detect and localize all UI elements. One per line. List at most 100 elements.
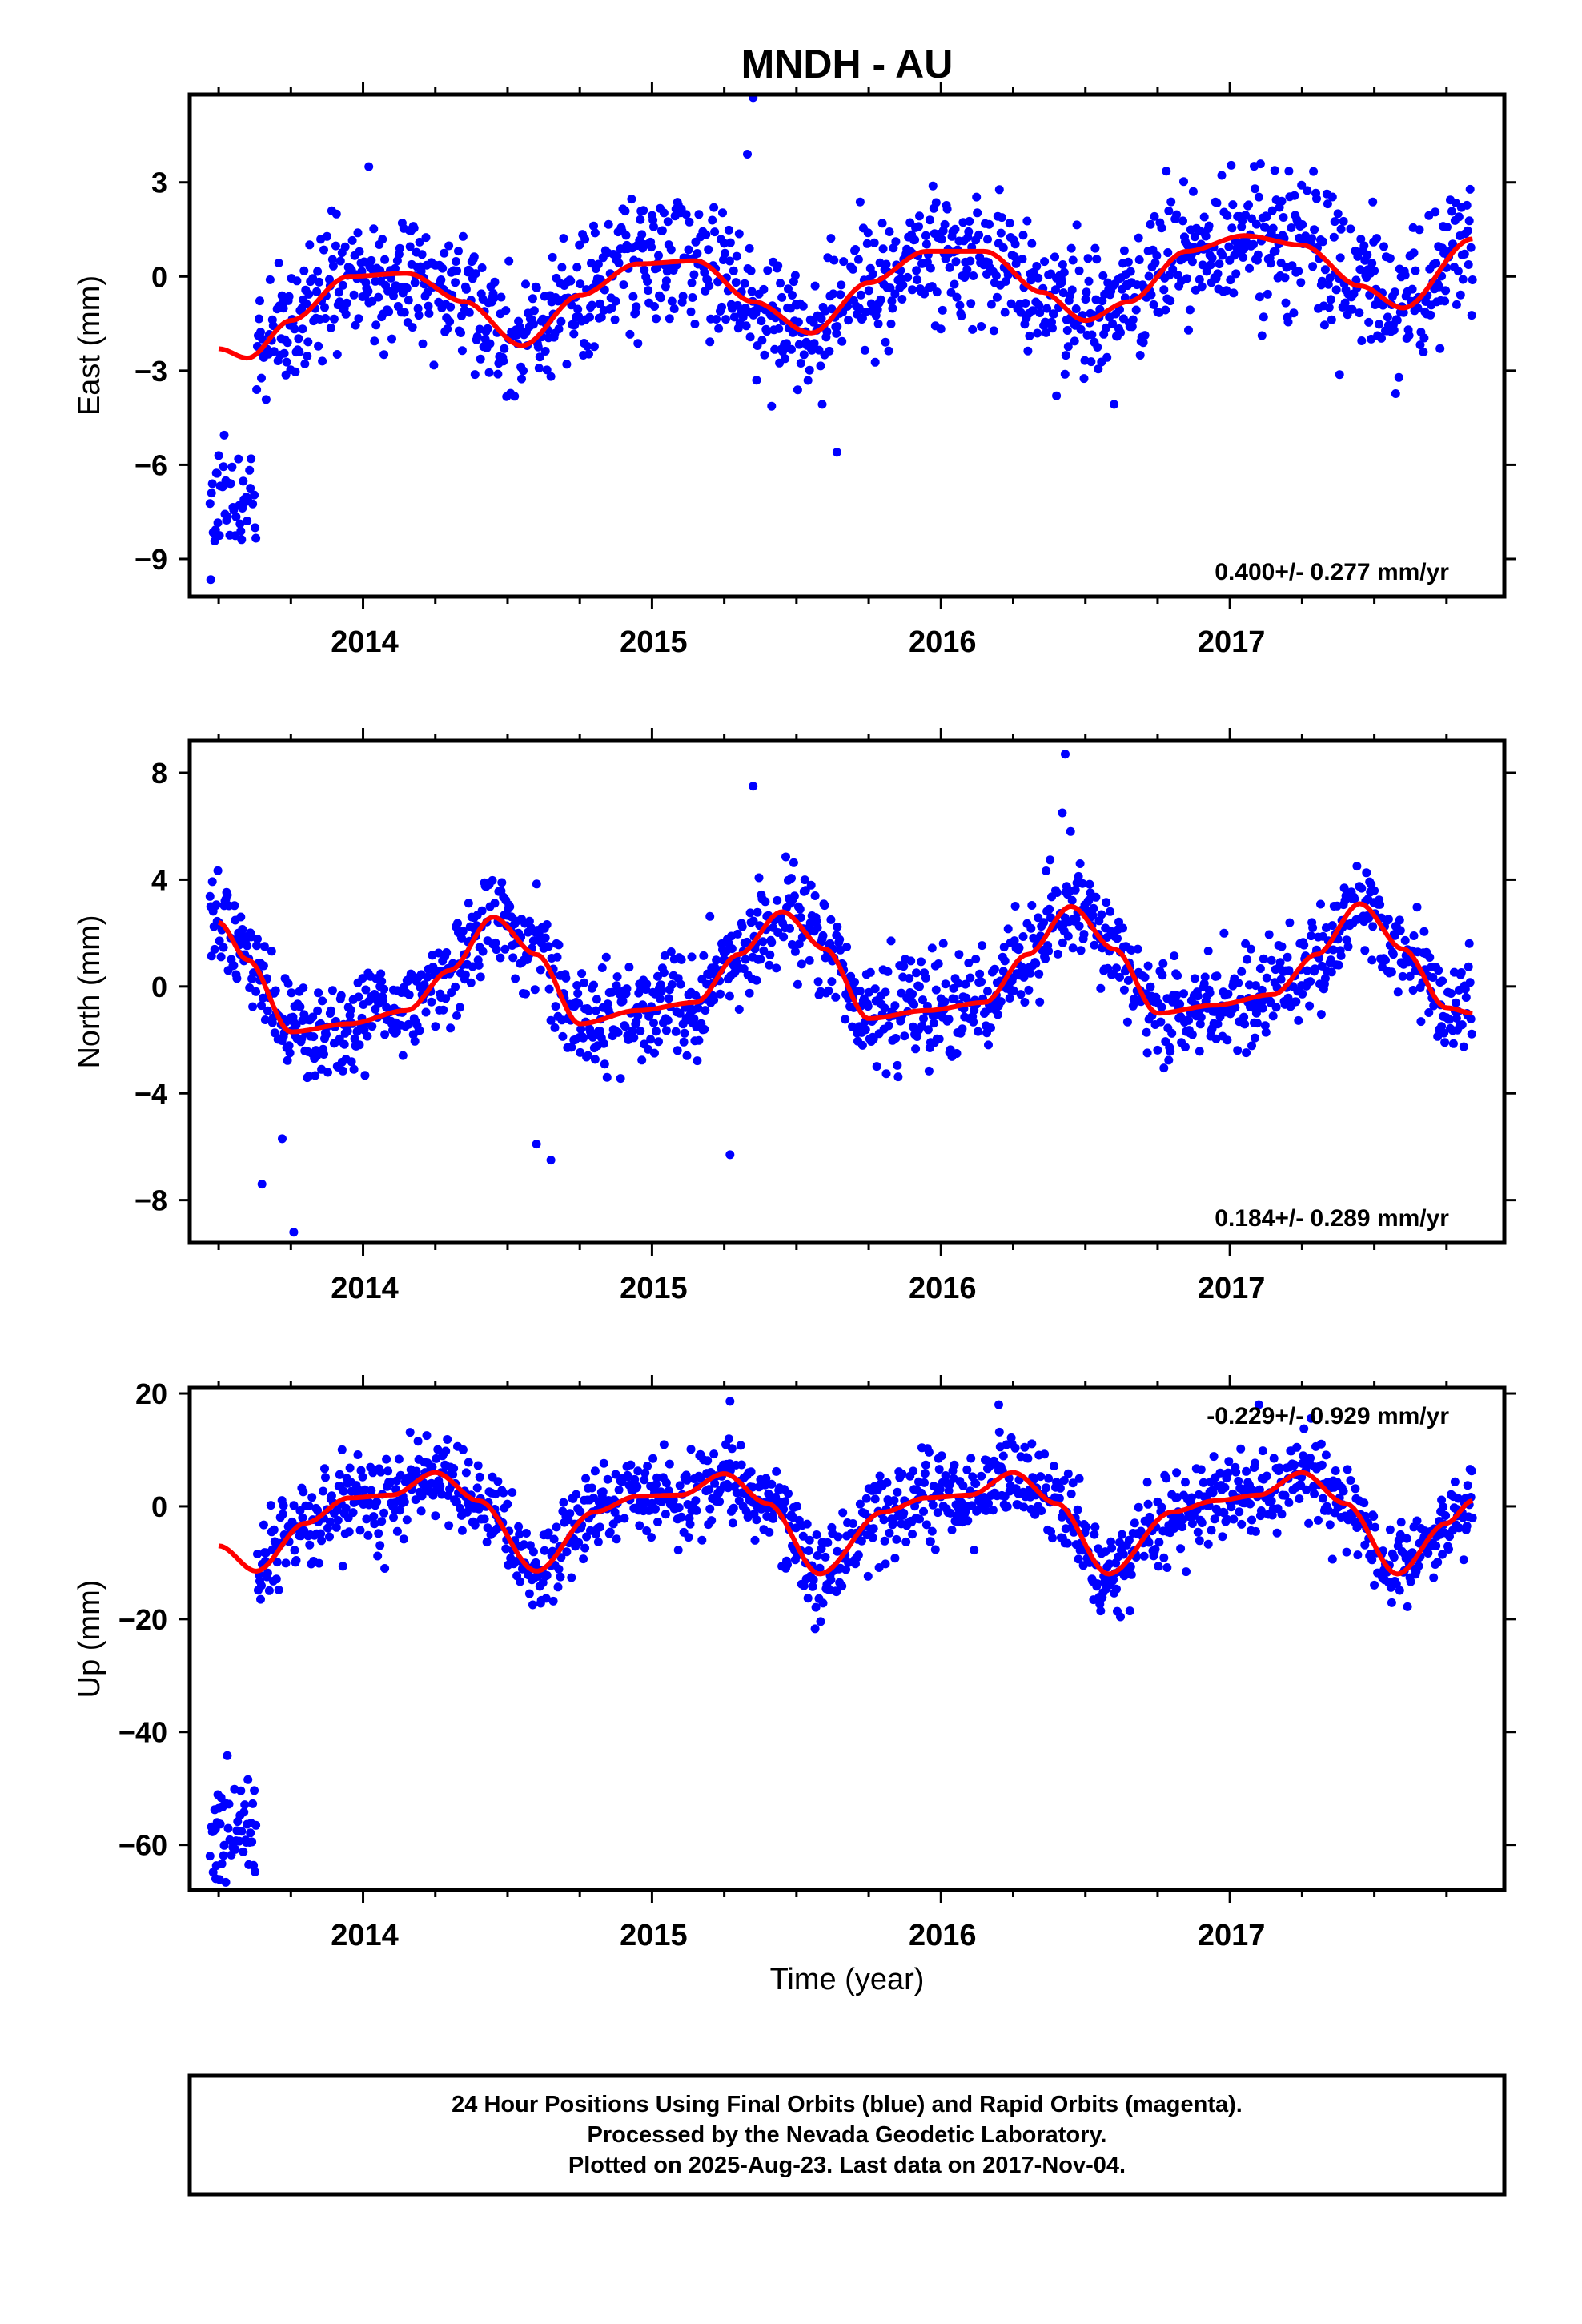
data-point — [219, 1840, 229, 1850]
data-point — [1251, 184, 1259, 194]
data-point — [320, 1464, 329, 1474]
data-point — [546, 1015, 556, 1025]
data-point — [1163, 248, 1173, 257]
data-point — [602, 1072, 612, 1082]
data-point — [966, 973, 975, 983]
data-point — [855, 197, 865, 207]
data-point — [693, 1003, 703, 1013]
data-point — [1198, 260, 1207, 270]
data-point — [253, 1550, 262, 1558]
data-point — [292, 276, 302, 286]
data-point — [977, 977, 986, 987]
data-point — [986, 300, 996, 309]
data-point — [1176, 1544, 1186, 1554]
data-point — [837, 336, 847, 346]
data-point — [217, 1859, 227, 1868]
data-point — [1149, 300, 1158, 309]
data-point — [1245, 980, 1254, 990]
data-point — [500, 344, 509, 353]
data-point — [649, 1018, 658, 1027]
data-point — [1370, 266, 1379, 275]
data-point — [647, 1533, 656, 1542]
data-point — [317, 1536, 327, 1546]
data-point — [427, 997, 436, 1007]
data-point — [827, 977, 837, 987]
data-point — [812, 1530, 821, 1539]
data-point — [1239, 253, 1248, 262]
data-point — [685, 1519, 695, 1529]
data-point — [636, 1027, 645, 1035]
data-point — [480, 1514, 489, 1524]
data-point — [1166, 197, 1176, 207]
data-point — [354, 992, 363, 1002]
data-point — [659, 208, 669, 218]
data-point — [1018, 255, 1027, 264]
data-point — [657, 226, 667, 235]
data-point — [1074, 871, 1083, 881]
data-point — [396, 1470, 405, 1480]
data-point — [1453, 267, 1463, 276]
data-point — [725, 991, 734, 1001]
data-point — [379, 1508, 389, 1518]
data-point — [271, 1574, 281, 1584]
data-point — [924, 1066, 934, 1076]
data-point — [774, 324, 784, 333]
data-point — [1223, 1468, 1233, 1478]
data-point — [640, 1475, 649, 1485]
data-point — [553, 1582, 563, 1592]
data-point — [271, 986, 280, 995]
data-point — [595, 1027, 604, 1036]
data-point — [746, 266, 756, 275]
data-point — [794, 939, 804, 949]
data-point — [534, 364, 544, 373]
data-point — [883, 967, 893, 976]
data-point — [516, 323, 525, 332]
data-point — [1150, 1545, 1160, 1554]
data-point — [733, 300, 742, 310]
data-point — [251, 523, 260, 533]
x-tick-label: 2016 — [909, 625, 977, 659]
data-point — [709, 995, 719, 1005]
data-point — [1026, 968, 1035, 978]
data-point — [1462, 1522, 1472, 1531]
data-point — [1159, 285, 1169, 295]
data-point — [918, 995, 927, 1005]
data-point — [299, 983, 308, 993]
data-point — [855, 987, 865, 996]
data-point — [1024, 985, 1034, 995]
data-point — [565, 1509, 575, 1518]
data-point — [1392, 316, 1402, 325]
data-point — [335, 1470, 344, 1479]
data-point — [327, 1491, 336, 1501]
data-point — [1275, 1463, 1284, 1473]
data-point — [400, 308, 409, 317]
data-point — [1284, 167, 1294, 176]
data-point — [279, 304, 288, 313]
data-point — [729, 1503, 738, 1513]
data-point — [1096, 1606, 1106, 1616]
data-point — [554, 324, 564, 334]
data-point — [760, 350, 769, 360]
data-point — [1352, 862, 1362, 871]
data-point — [239, 476, 248, 486]
data-point — [824, 986, 833, 995]
data-point — [673, 1546, 683, 1555]
data-point — [251, 1867, 260, 1876]
data-point — [1277, 942, 1287, 951]
data-point — [913, 1032, 922, 1041]
data-point — [682, 1475, 692, 1485]
data-point — [827, 304, 837, 314]
data-point — [1431, 1541, 1441, 1550]
data-point — [1181, 1478, 1190, 1487]
data-point — [1340, 298, 1350, 308]
data-point — [1444, 1545, 1453, 1554]
data-point — [1010, 251, 1019, 261]
data-point — [1179, 989, 1188, 999]
data-point — [391, 1027, 401, 1036]
data-point — [1368, 922, 1378, 931]
data-point — [353, 1450, 363, 1459]
data-point — [1068, 943, 1078, 953]
data-point — [958, 1024, 967, 1034]
data-point — [284, 292, 294, 301]
